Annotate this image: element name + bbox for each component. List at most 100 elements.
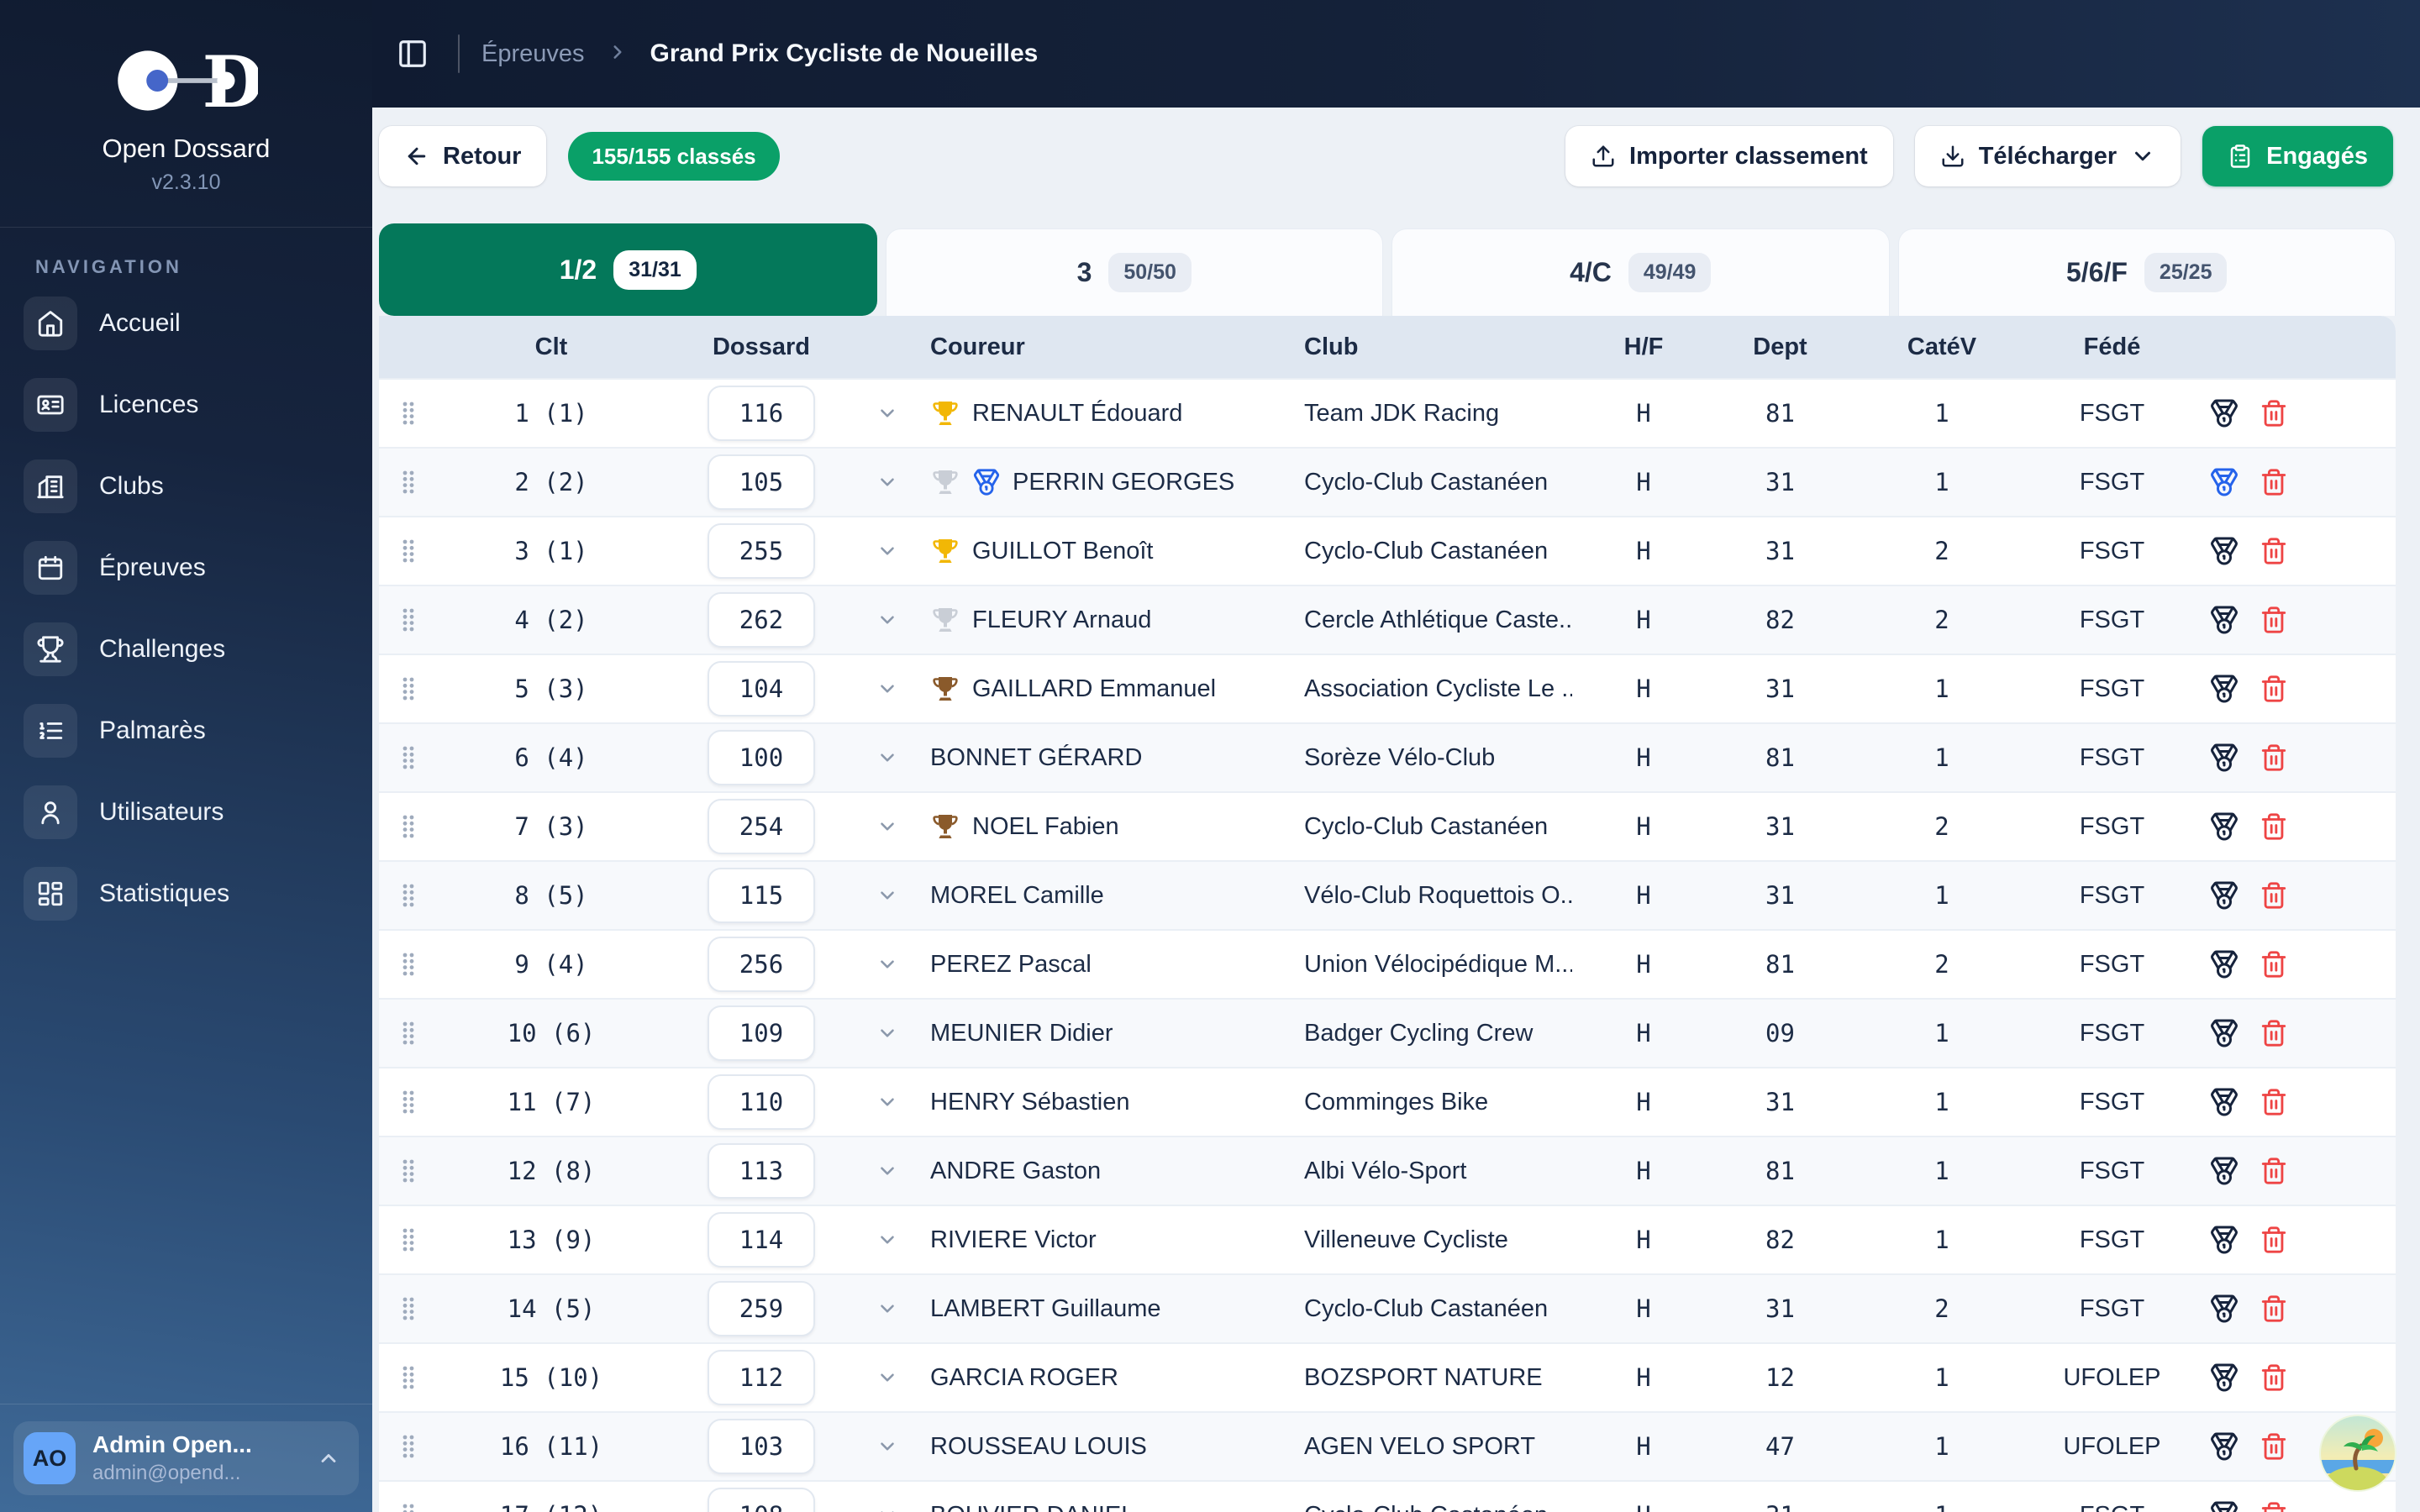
- podium-button[interactable]: [2209, 536, 2239, 566]
- delete-row-button[interactable]: [2260, 399, 2288, 428]
- row-expander[interactable]: [858, 678, 917, 700]
- delete-row-button[interactable]: [2260, 606, 2288, 634]
- dossard-input[interactable]: [708, 523, 815, 579]
- sidebar-item-utilisateurs[interactable]: Utilisateurs: [24, 785, 349, 839]
- engaged-button[interactable]: Engagés: [2202, 126, 2393, 186]
- tab-category-3[interactable]: 3 50/50: [885, 228, 1383, 316]
- podium-button[interactable]: [2209, 1294, 2239, 1324]
- row-expander[interactable]: [858, 471, 917, 493]
- delete-row-button[interactable]: [2260, 1432, 2288, 1461]
- podium-button[interactable]: [2209, 674, 2239, 704]
- drag-handle[interactable]: [379, 1019, 438, 1047]
- delete-row-button[interactable]: [2260, 675, 2288, 703]
- podium-button[interactable]: [2209, 1225, 2239, 1255]
- drag-handle[interactable]: [379, 606, 438, 634]
- delete-row-button[interactable]: [2260, 950, 2288, 979]
- delete-row-button[interactable]: [2260, 1294, 2288, 1323]
- dossard-input[interactable]: [708, 1488, 815, 1512]
- row-expander[interactable]: [858, 885, 917, 906]
- podium-button[interactable]: [2209, 1087, 2239, 1117]
- drag-handle[interactable]: [379, 1501, 438, 1512]
- drag-handle[interactable]: [379, 1363, 438, 1392]
- island-fab-button[interactable]: [2317, 1413, 2398, 1494]
- sidebar-item-licences[interactable]: Licences: [24, 378, 349, 432]
- drag-handle[interactable]: [379, 537, 438, 565]
- sidebar-item-accueil[interactable]: Accueil: [24, 297, 349, 350]
- podium-button[interactable]: [2209, 398, 2239, 428]
- sidebar-item-clubs[interactable]: Clubs: [24, 459, 349, 513]
- dossard-input[interactable]: [708, 1212, 815, 1268]
- podium-button[interactable]: [2209, 743, 2239, 773]
- sidebar-toggle-button[interactable]: [389, 30, 436, 77]
- dossard-input[interactable]: [708, 799, 815, 854]
- row-expander[interactable]: [858, 953, 917, 975]
- row-expander[interactable]: [858, 1504, 917, 1512]
- delete-row-button[interactable]: [2260, 1226, 2288, 1254]
- podium-button[interactable]: [2209, 1156, 2239, 1186]
- dossard-input[interactable]: [708, 1350, 815, 1405]
- drag-handle[interactable]: [379, 1226, 438, 1254]
- podium-button[interactable]: [2209, 949, 2239, 979]
- dossard-input[interactable]: [708, 661, 815, 717]
- drag-handle[interactable]: [379, 675, 438, 703]
- import-ranking-button[interactable]: Importer classement: [1565, 126, 1893, 186]
- delete-row-button[interactable]: [2260, 468, 2288, 496]
- row-expander[interactable]: [858, 816, 917, 837]
- dossard-input[interactable]: [708, 868, 815, 923]
- sidebar-item-epreuves[interactable]: Épreuves: [24, 541, 349, 595]
- row-expander[interactable]: [858, 1367, 917, 1389]
- download-button[interactable]: Télécharger: [1914, 126, 2181, 186]
- row-expander[interactable]: [858, 1022, 917, 1044]
- podium-button[interactable]: [2209, 1500, 2239, 1512]
- tab-category-4-C[interactable]: 4/C 49/49: [1392, 228, 1890, 316]
- row-expander[interactable]: [858, 540, 917, 562]
- drag-handle[interactable]: [379, 950, 438, 979]
- drag-handle[interactable]: [379, 399, 438, 428]
- dossard-input[interactable]: [708, 454, 815, 510]
- tab-category-5-6-F[interactable]: 5/6/F 25/25: [1897, 228, 2396, 316]
- drag-handle[interactable]: [379, 1432, 438, 1461]
- podium-button[interactable]: [2209, 1431, 2239, 1462]
- dossard-input[interactable]: [708, 937, 815, 992]
- drag-handle[interactable]: [379, 1294, 438, 1323]
- delete-row-button[interactable]: [2260, 1019, 2288, 1047]
- dossard-input[interactable]: [708, 1281, 815, 1336]
- row-expander[interactable]: [858, 402, 917, 424]
- tab-category-1-2[interactable]: 1/2 31/31: [379, 223, 877, 316]
- dossard-input[interactable]: [708, 730, 815, 785]
- podium-button[interactable]: [2209, 1018, 2239, 1048]
- sidebar-item-palmares[interactable]: Palmarès: [24, 704, 349, 758]
- drag-handle[interactable]: [379, 812, 438, 841]
- podium-button[interactable]: [2209, 467, 2239, 497]
- delete-row-button[interactable]: [2260, 743, 2288, 772]
- delete-row-button[interactable]: [2260, 812, 2288, 841]
- row-expander[interactable]: [858, 1160, 917, 1182]
- sidebar-item-challenges[interactable]: Challenges: [24, 622, 349, 676]
- podium-button[interactable]: [2209, 880, 2239, 911]
- row-expander[interactable]: [858, 1091, 917, 1113]
- dossard-input[interactable]: [708, 1419, 815, 1474]
- podium-button[interactable]: [2209, 605, 2239, 635]
- podium-button[interactable]: [2209, 1362, 2239, 1393]
- dossard-input[interactable]: [708, 386, 815, 441]
- delete-row-button[interactable]: [2260, 537, 2288, 565]
- dossard-input[interactable]: [708, 1143, 815, 1199]
- drag-handle[interactable]: [379, 1157, 438, 1185]
- delete-row-button[interactable]: [2260, 1088, 2288, 1116]
- podium-button[interactable]: [2209, 811, 2239, 842]
- drag-handle[interactable]: [379, 743, 438, 772]
- row-expander[interactable]: [858, 609, 917, 631]
- delete-row-button[interactable]: [2260, 1501, 2288, 1512]
- row-expander[interactable]: [858, 1229, 917, 1251]
- delete-row-button[interactable]: [2260, 881, 2288, 910]
- drag-handle[interactable]: [379, 881, 438, 910]
- user-menu-button[interactable]: AO Admin Open... admin@opend...: [13, 1421, 359, 1495]
- delete-row-button[interactable]: [2260, 1363, 2288, 1392]
- dossard-input[interactable]: [708, 1074, 815, 1130]
- drag-handle[interactable]: [379, 468, 438, 496]
- dossard-input[interactable]: [708, 592, 815, 648]
- row-expander[interactable]: [858, 747, 917, 769]
- back-button[interactable]: Retour: [379, 126, 547, 186]
- row-expander[interactable]: [858, 1298, 917, 1320]
- sidebar-item-statistiques[interactable]: Statistiques: [24, 867, 349, 921]
